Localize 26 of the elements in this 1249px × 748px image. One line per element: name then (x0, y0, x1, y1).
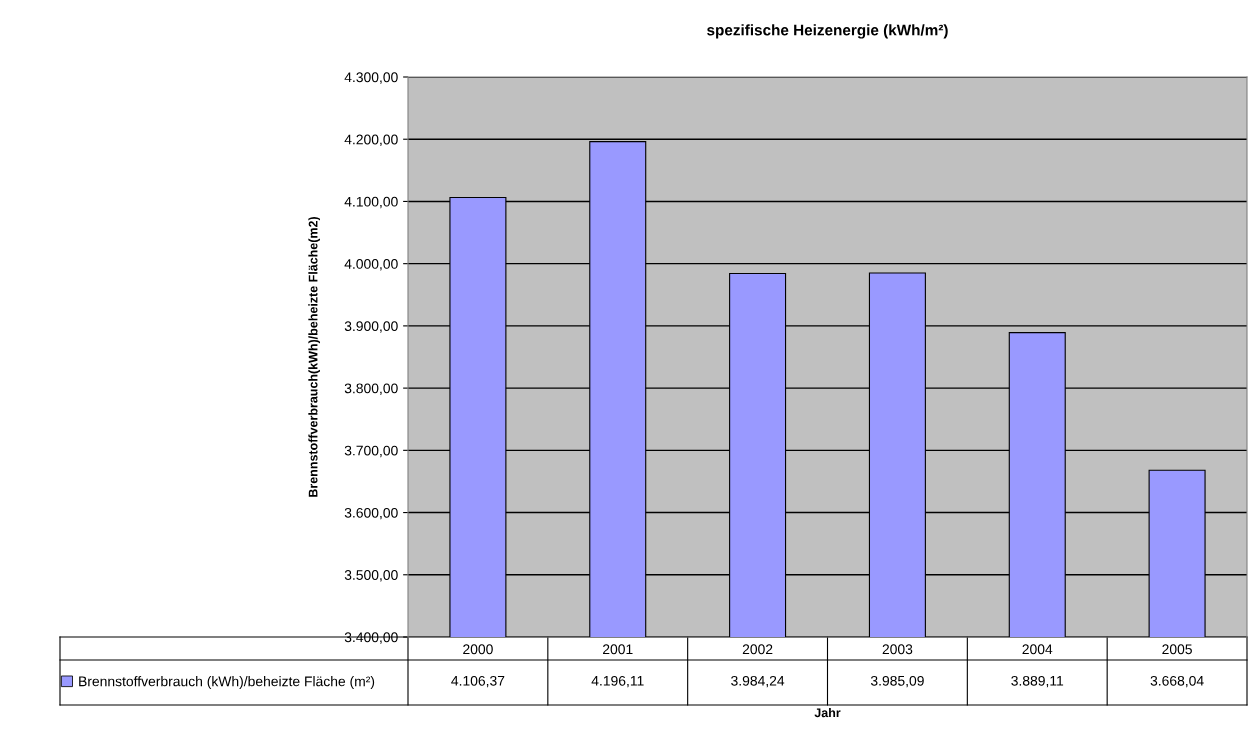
y-tick-label: 3.900,00 (344, 321, 398, 333)
x-tick-label: 2000 (463, 644, 493, 655)
data-label: 4.106,37 (451, 675, 505, 688)
y-tick-label: 3.800,00 (344, 383, 398, 395)
legend-label: Brennstoffverbrauch (kWh)/beheizte Fläche (m²) (79, 676, 375, 689)
y-tick-label: 4.300,00 (344, 72, 398, 84)
data-label: 4.196,11 (591, 675, 644, 688)
y-tick-label: 4.100,00 (344, 196, 398, 209)
x-tick-label: 2004 (1022, 644, 1053, 655)
data-label: 3.984,24 (731, 675, 785, 688)
y-tick-label: 4.000,00 (344, 259, 398, 271)
data-label: 3.985,09 (870, 675, 924, 688)
y-tick-label: 4.200,00 (344, 134, 398, 147)
chart-title: spezifische Heizenergie (kWh/m²) (707, 24, 948, 39)
y-tick-label: 3.600,00 (344, 507, 398, 520)
data-label: 3.889,11 (1011, 675, 1064, 688)
x-tick-label: 2005 (1162, 644, 1192, 655)
data-label: 3.668,04 (1150, 675, 1204, 688)
x-tick-label: 2001 (603, 644, 633, 655)
y-axis-title: Brennstoffverbrauch(kWh)/beheizte Fläche(m2) (308, 216, 320, 497)
x-tick-label: 2003 (882, 644, 913, 655)
y-tick-label: 3.500,00 (344, 570, 398, 582)
y-tick-label: 3.700,00 (344, 445, 398, 458)
x-tick-label: 2002 (742, 644, 773, 655)
x-axis-title: Jahr (814, 708, 841, 718)
y-tick-label: 3.400,00 (344, 632, 398, 644)
